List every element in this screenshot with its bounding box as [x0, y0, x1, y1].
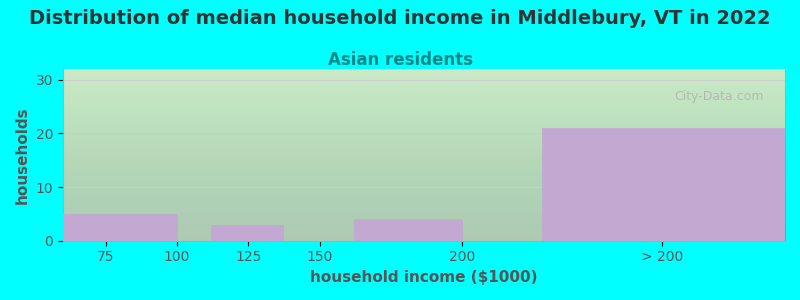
Text: Asian residents: Asian residents [327, 51, 473, 69]
Bar [211, 225, 282, 241]
X-axis label: household income ($1000): household income ($1000) [310, 270, 538, 285]
Bar [542, 128, 785, 241]
Bar [63, 214, 177, 241]
Text: City-Data.com: City-Data.com [674, 90, 763, 103]
Y-axis label: households: households [15, 106, 30, 204]
Text: Distribution of median household income in Middlebury, VT in 2022: Distribution of median household income … [29, 9, 771, 28]
Bar [354, 219, 462, 241]
